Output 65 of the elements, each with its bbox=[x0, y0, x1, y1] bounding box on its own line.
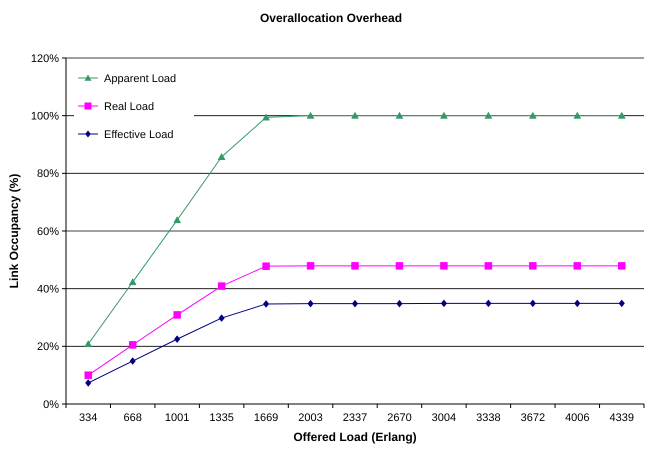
point bbox=[174, 335, 180, 343]
x-tick-label: 4339 bbox=[610, 412, 634, 424]
point bbox=[306, 112, 314, 119]
point bbox=[618, 112, 626, 119]
chart-title: Overallocation Overhead bbox=[260, 11, 402, 25]
point bbox=[396, 262, 404, 270]
point bbox=[218, 153, 226, 160]
point bbox=[351, 112, 359, 119]
point bbox=[173, 216, 181, 224]
point bbox=[263, 300, 270, 308]
point bbox=[440, 112, 448, 119]
y-tick-label: 80% bbox=[36, 168, 60, 180]
x-tick-label: 1335 bbox=[209, 412, 234, 424]
point bbox=[128, 341, 136, 349]
x-tick-label: 2003 bbox=[298, 412, 323, 424]
point bbox=[352, 300, 358, 308]
y-tick-label: 20% bbox=[36, 341, 60, 354]
x-tick-label: 334 bbox=[79, 412, 98, 424]
point bbox=[307, 300, 314, 308]
point bbox=[440, 262, 448, 270]
point bbox=[306, 262, 314, 270]
x-tick-label: 1001 bbox=[164, 412, 190, 424]
point bbox=[351, 262, 359, 270]
y-tick-label: 0% bbox=[43, 398, 60, 411]
x-tick-label: 2670 bbox=[387, 412, 412, 424]
point bbox=[130, 357, 136, 365]
x-tick-label: 1669 bbox=[254, 412, 278, 424]
point bbox=[218, 314, 225, 322]
point bbox=[84, 371, 92, 379]
point bbox=[262, 114, 270, 120]
point bbox=[618, 262, 626, 270]
point bbox=[440, 300, 447, 308]
point bbox=[396, 300, 403, 308]
point bbox=[396, 112, 404, 119]
point bbox=[529, 112, 537, 119]
point bbox=[530, 300, 536, 308]
x-tick-label: 4006 bbox=[565, 412, 590, 424]
point bbox=[574, 262, 582, 270]
point bbox=[529, 262, 537, 270]
point bbox=[84, 340, 92, 348]
point bbox=[618, 300, 625, 308]
legend-label: Effective Load bbox=[104, 128, 174, 141]
x-tick-label: 2337 bbox=[342, 412, 368, 424]
point bbox=[173, 311, 181, 319]
point bbox=[484, 112, 492, 119]
point bbox=[574, 300, 580, 308]
x-axis-title: Offered Load (Erlang) bbox=[293, 430, 417, 444]
x-tick-label: 3004 bbox=[432, 412, 456, 424]
point bbox=[574, 112, 582, 119]
point bbox=[218, 282, 226, 290]
point bbox=[85, 379, 92, 387]
y-tick-label: 40% bbox=[36, 284, 60, 296]
point bbox=[485, 300, 492, 308]
x-tick-label: 3338 bbox=[476, 412, 501, 424]
legend-label: Apparent Load bbox=[104, 72, 176, 85]
x-tick-label: 3672 bbox=[520, 412, 546, 424]
x-tick-label: 668 bbox=[124, 412, 142, 424]
point bbox=[128, 278, 136, 286]
point bbox=[484, 262, 492, 270]
point bbox=[262, 262, 270, 270]
y-tick-label: 60% bbox=[36, 226, 60, 238]
y-tick-label: 120% bbox=[30, 52, 60, 65]
y-axis-title: Link Occupancy (%) bbox=[7, 174, 21, 288]
legend-label: Real Load bbox=[104, 100, 154, 113]
y-tick-label: 100% bbox=[30, 110, 60, 123]
